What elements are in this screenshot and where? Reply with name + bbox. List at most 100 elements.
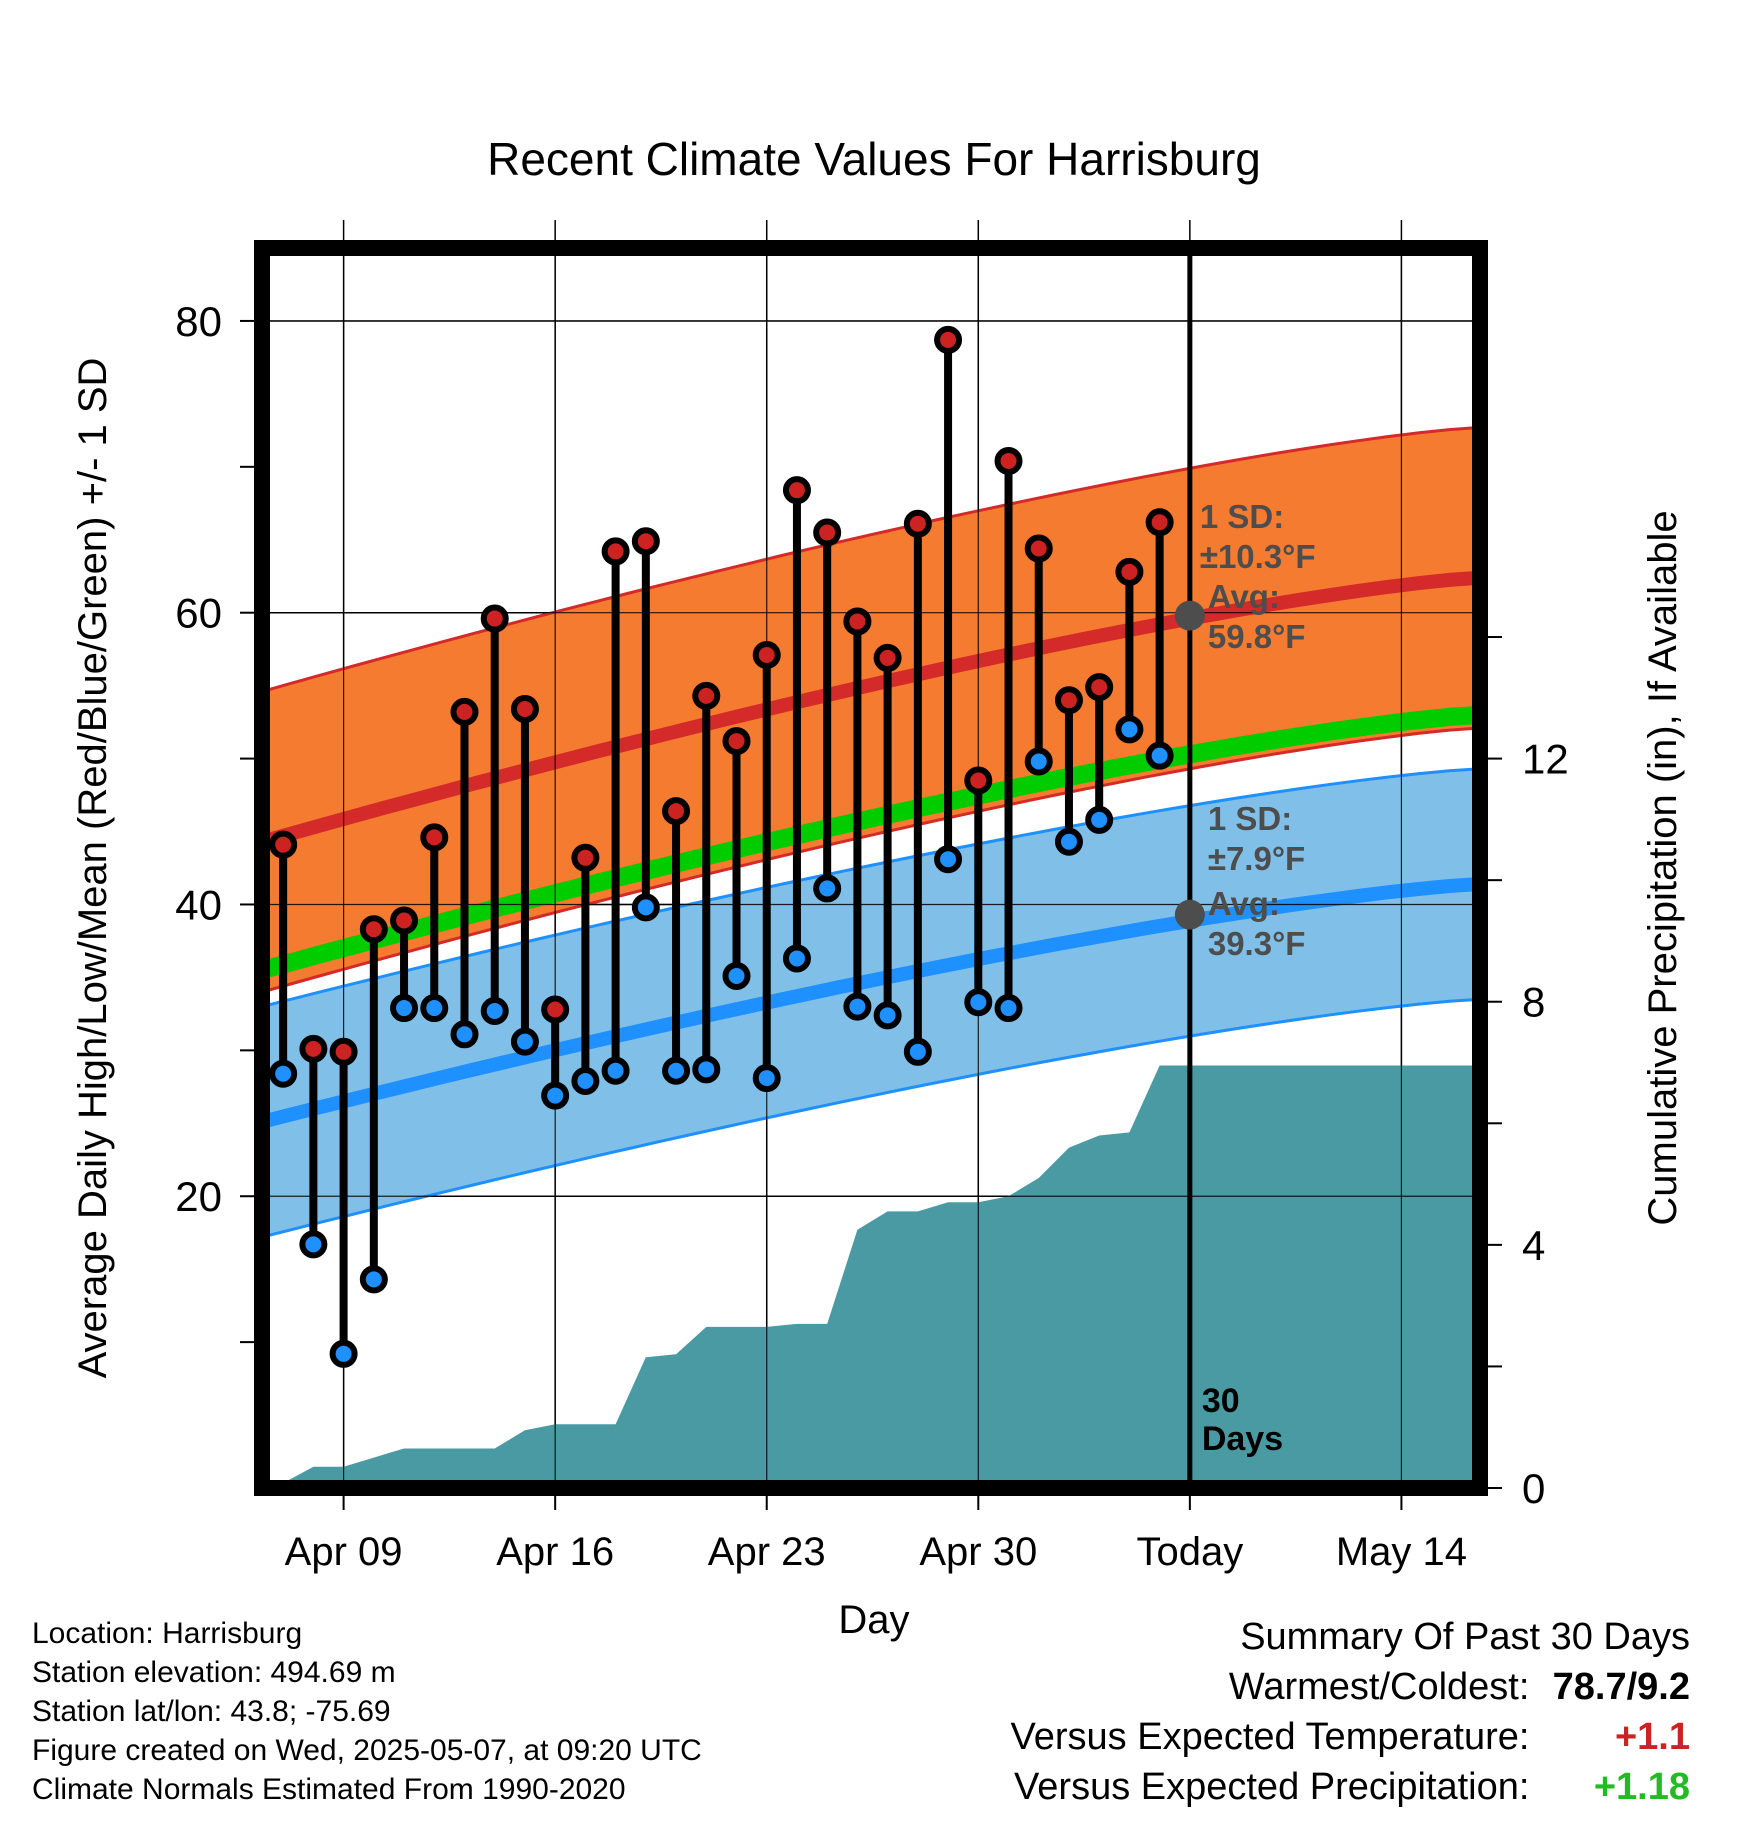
high-point-8 [510,694,539,723]
y-right-tick-label-2: 8 [1522,979,1545,1026]
high-point-16 [752,641,781,670]
x-tick-label-2: Apr 23 [708,1530,826,1574]
daily-range-stems [279,339,1164,1354]
low-point-23 [964,988,993,1017]
high-point-7 [480,604,509,633]
normals-note-text: Climate Normals Estimated From 1990-2020 [32,1773,626,1806]
high-normal-today-marker [1174,600,1205,631]
x-tick-label-1: Apr 16 [496,1530,614,1574]
summary-heading: Summary Of Past 30 Days [1240,1616,1690,1658]
high-point-15 [722,727,751,756]
low-point-12 [631,893,660,922]
high-point-10 [571,843,600,872]
normal-bands [262,425,1480,1239]
low-sd-lower-edge [262,997,1480,1239]
summary-precip: Versus Expected Precipitation: +1.18 [1011,1762,1690,1812]
low-point-9 [541,1081,570,1110]
y-left-tick-label-2: 60 [175,590,222,637]
low-sd-value: ±7.9°F [1208,840,1305,877]
low-point-1 [299,1230,328,1259]
precip-value: +1.18 [1593,1766,1690,1808]
high-sd-band [262,427,1480,992]
high-point-4 [390,906,419,935]
high-point-18 [813,518,842,547]
x-tick-label-3: Apr 30 [919,1530,1037,1574]
high-point-1 [299,1034,328,1063]
low-avg-value: 39.3°F [1208,925,1306,962]
high-point-11 [601,537,630,566]
low-point-14 [692,1055,721,1084]
low-point-28 [1115,715,1144,744]
high-point-29 [1145,508,1174,537]
high-point-0 [269,830,298,859]
low-sd-band [262,768,1480,1238]
low-point-16 [752,1064,781,1093]
y-right-tick-label-0: 0 [1522,1465,1545,1512]
low-point-17 [782,944,811,973]
high-avg-label: Avg: [1208,578,1280,615]
low-point-24 [994,994,1023,1023]
high-point-17 [782,476,811,505]
high-point-23 [964,766,993,795]
precip-area [274,1065,1480,1488]
y-left-tick-label-3: 80 [175,298,222,345]
summary-warmest-coldest: Warmest/Coldest: 78.7/9.2 [1011,1662,1690,1712]
temp-label: Versus Expected Temperature: [1010,1716,1530,1758]
warmest-coldest-label: Warmest/Coldest: [1228,1666,1530,1708]
low-sd-label: 1 SD: [1208,800,1292,837]
high-point-14 [692,681,721,710]
low-point-3 [359,1265,388,1294]
x-tick-label-0: Apr 09 [285,1530,403,1574]
precip-label: Versus Expected Precipitation: [1014,1766,1530,1808]
station-info: Location: Harrisburg Station elevation: … [32,1614,702,1809]
high-point-22 [934,325,963,354]
y-axis-right-label: Cumulative Precipitation (in), If Availa… [1641,510,1685,1225]
y-axis-left-label: Average Daily High/Low/Mean (Red/Blue/Gr… [71,358,115,1379]
days-label-line1: 30 [1202,1382,1240,1420]
y-right-tick-label-1: 4 [1522,1222,1545,1269]
y-left-tick-label-0: 20 [175,1173,222,1220]
high-avg-value: 59.8°F [1208,618,1306,655]
high-point-3 [359,915,388,944]
high-sd-label: 1 SD: [1200,498,1284,535]
low-point-21 [903,1037,932,1066]
low-point-29 [1145,741,1174,770]
elevation-text: Station elevation: 494.69 m [32,1656,396,1689]
high-point-28 [1115,557,1144,586]
low-point-11 [601,1056,630,1085]
high-point-5 [420,823,449,852]
high-point-2 [329,1037,358,1066]
warmest-coldest-value: 78.7/9.2 [1552,1666,1690,1708]
low-point-20 [873,1001,902,1030]
high-sd-upper-edge [262,425,1480,693]
x-axis-label: Day [838,1598,909,1642]
location-text: Location: Harrisburg [32,1617,303,1650]
high-point-21 [903,509,932,538]
created-text: Figure created on Wed, 2025-05-07, at 09… [32,1734,702,1767]
cumulative-precip-area [274,1065,1480,1488]
low-point-15 [722,961,751,990]
low-point-6 [450,1020,479,1049]
y-left-tick-label-1: 40 [175,881,222,928]
high-point-27 [1085,673,1114,702]
high-point-13 [662,797,691,826]
y-axis-right-ticks: 0 4 8 12 [1488,636,1569,1512]
low-point-5 [420,994,449,1023]
daily-points [269,325,1174,1368]
low-point-18 [813,874,842,903]
high-point-12 [631,527,660,556]
low-point-13 [662,1056,691,1085]
y-right-tick-label-3: 12 [1522,736,1569,783]
summary-temp: Versus Expected Temperature: +1.1 [1011,1712,1690,1762]
low-normal-today-marker [1174,899,1205,930]
low-point-27 [1085,805,1114,834]
low-point-8 [510,1027,539,1056]
low-point-2 [329,1339,358,1368]
high-point-9 [541,995,570,1024]
low-point-7 [480,996,509,1025]
y-axis-left-ticks: 20 40 60 80 [175,298,254,1344]
low-point-25 [1024,747,1053,776]
